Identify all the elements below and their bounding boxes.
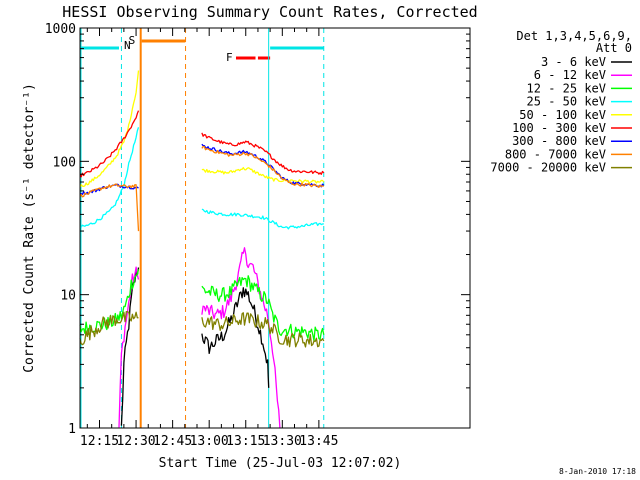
flare-flag-label: F [226,51,233,64]
legend-header-att: Att 0 [596,41,632,55]
legend-entry-label: 25 - 50 keV [527,95,606,109]
series-line [79,269,140,335]
series-line [79,127,140,229]
legend-entry-label: 6 - 12 keV [534,68,606,82]
chart-title: HESSI Observing Summary Count Rates, Cor… [62,3,477,21]
x-tick-label: 13:00 [190,434,229,449]
x-tick-label: 12:30 [116,434,155,449]
series-layer [79,70,325,429]
series-line [79,310,139,346]
series-line [201,166,325,184]
series-line [79,70,140,188]
legend-entry-label: 3 - 6 keV [541,55,606,69]
series-line [201,247,281,429]
series-line [201,312,325,348]
series-line [120,267,140,426]
series-line [79,183,140,232]
series-line [201,287,270,388]
y-tick-label: 100 [53,155,76,170]
x-axis-label: Start Time (25-Jul-03 12:07:02) [159,456,402,471]
legend-entry-label: 800 - 7000 keV [505,147,606,161]
x-tick-label: 13:15 [226,434,265,449]
legend-entry-label: 7000 - 20000 keV [490,161,606,175]
legend-entry-label: 300 - 800 keV [512,134,606,148]
y-axis: 1 10 100 1000 [45,22,470,437]
series-line [201,208,324,230]
legend-header: Det 1,3,4,5,6,9, [516,29,632,43]
series-line [79,110,140,178]
series-line [201,275,325,342]
x-tick-label: 13:45 [299,434,338,449]
plot-frame [79,27,471,429]
x-tick-label: 13:30 [263,434,302,449]
y-tick-label: 10 [60,289,76,304]
footer-date: 8-Jan-2010 17:18 [559,467,636,476]
y-axis-label: Corrected Count Rate (s⁻¹ detector⁻¹) [22,83,37,373]
y-tick-label: 1 [68,422,76,437]
legend-entry-label: 12 - 25 keV [527,81,606,95]
x-tick-label: 12:15 [80,434,119,449]
series-line [201,145,324,188]
series-line [118,266,140,428]
x-tick-label: 12:45 [153,434,192,449]
legend-entry-label: 50 - 100 keV [519,108,606,122]
saa-flag-label: S [129,34,136,47]
y-tick-label: 1000 [45,22,76,37]
series-line [201,132,325,175]
night-flag-label: N [124,39,131,52]
legend-entry-label: 100 - 300 keV [512,121,606,135]
